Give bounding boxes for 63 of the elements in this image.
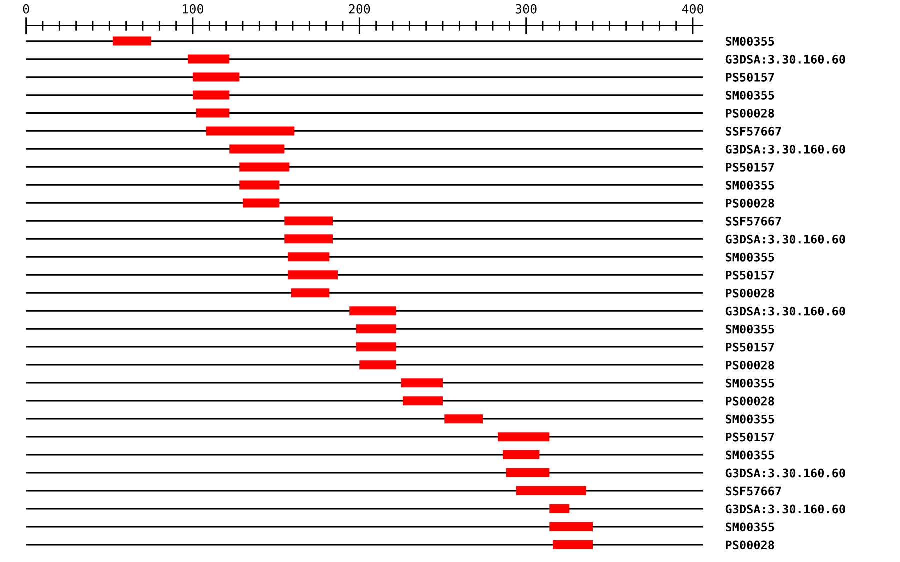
y-tick-label: G3DSA:3.30.160.60 — [726, 468, 846, 478]
bar — [360, 360, 396, 370]
y-tick-label: SM00355 — [726, 450, 774, 460]
y-tick-label: SSF57667 — [726, 126, 782, 136]
bar — [356, 342, 396, 352]
y-tick-label: PS00028 — [726, 396, 774, 406]
y-tick-label: PS00028 — [726, 540, 774, 550]
bar — [288, 252, 330, 262]
y-tick-label: PS50157 — [726, 342, 774, 352]
bar — [502, 450, 540, 460]
bar — [230, 144, 285, 154]
x-tick-label: 100 — [183, 4, 204, 14]
y-tick-label: G3DSA:3.30.160.60 — [726, 504, 846, 514]
x-tick-label: 200 — [349, 4, 370, 14]
y-tick-label: SM00355 — [726, 90, 774, 100]
bar — [206, 126, 295, 136]
bar — [356, 324, 396, 334]
y-tick-label: PS50157 — [726, 432, 774, 442]
bar — [506, 468, 550, 478]
x-tick-label: 0 — [23, 4, 30, 14]
y-tick-label: PS00028 — [726, 360, 774, 370]
y-tick-label: SM00355 — [726, 378, 774, 388]
y-tick-label: PS50157 — [726, 72, 774, 82]
bar — [242, 198, 280, 208]
y-tick-label: G3DSA:3.30.160.60 — [726, 234, 846, 244]
bar — [240, 180, 280, 190]
bar — [192, 72, 240, 82]
bar — [516, 486, 586, 496]
bar — [498, 432, 550, 442]
bar — [112, 36, 152, 46]
y-tick-label: G3DSA:3.30.160.60 — [726, 306, 846, 316]
bar — [240, 162, 290, 172]
y-tick-label: G3DSA:3.30.160.60 — [726, 55, 846, 64]
bar — [402, 396, 443, 406]
y-tick-label: G3DSA:3.30.160.60 — [726, 144, 846, 154]
y-tick-label: SSF57667 — [726, 216, 782, 226]
y-tick-label: SM00355 — [726, 252, 774, 262]
bar — [284, 234, 333, 244]
y-tick-label: PS50157 — [726, 162, 774, 172]
bar — [196, 108, 230, 118]
y-tick-label: PS00028 — [726, 288, 774, 298]
bar — [552, 540, 593, 550]
y-tick-label: PS00028 — [726, 108, 774, 118]
y-tick-label: SM00355 — [726, 414, 774, 424]
bar — [401, 378, 443, 388]
y-tick-label: SSF57667 — [726, 486, 782, 496]
y-tick-label: SM00355 — [726, 37, 774, 46]
y-tick-label: SM00355 — [726, 522, 774, 532]
y-tick-label: PS00028 — [726, 198, 774, 208]
y-tick-label: SM00355 — [726, 324, 774, 334]
y-tick-label: PS50157 — [726, 270, 774, 280]
bar — [550, 504, 570, 514]
bar — [550, 522, 593, 532]
x-tick-label: 300 — [516, 4, 537, 14]
bar — [291, 288, 330, 298]
bar — [284, 216, 333, 226]
x-tick-label: 400 — [682, 4, 704, 14]
bar — [188, 54, 230, 64]
bar — [288, 270, 338, 280]
bar — [444, 414, 483, 424]
bar — [350, 306, 396, 316]
bar — [192, 90, 230, 100]
y-tick-label: SM00355 — [726, 180, 774, 190]
